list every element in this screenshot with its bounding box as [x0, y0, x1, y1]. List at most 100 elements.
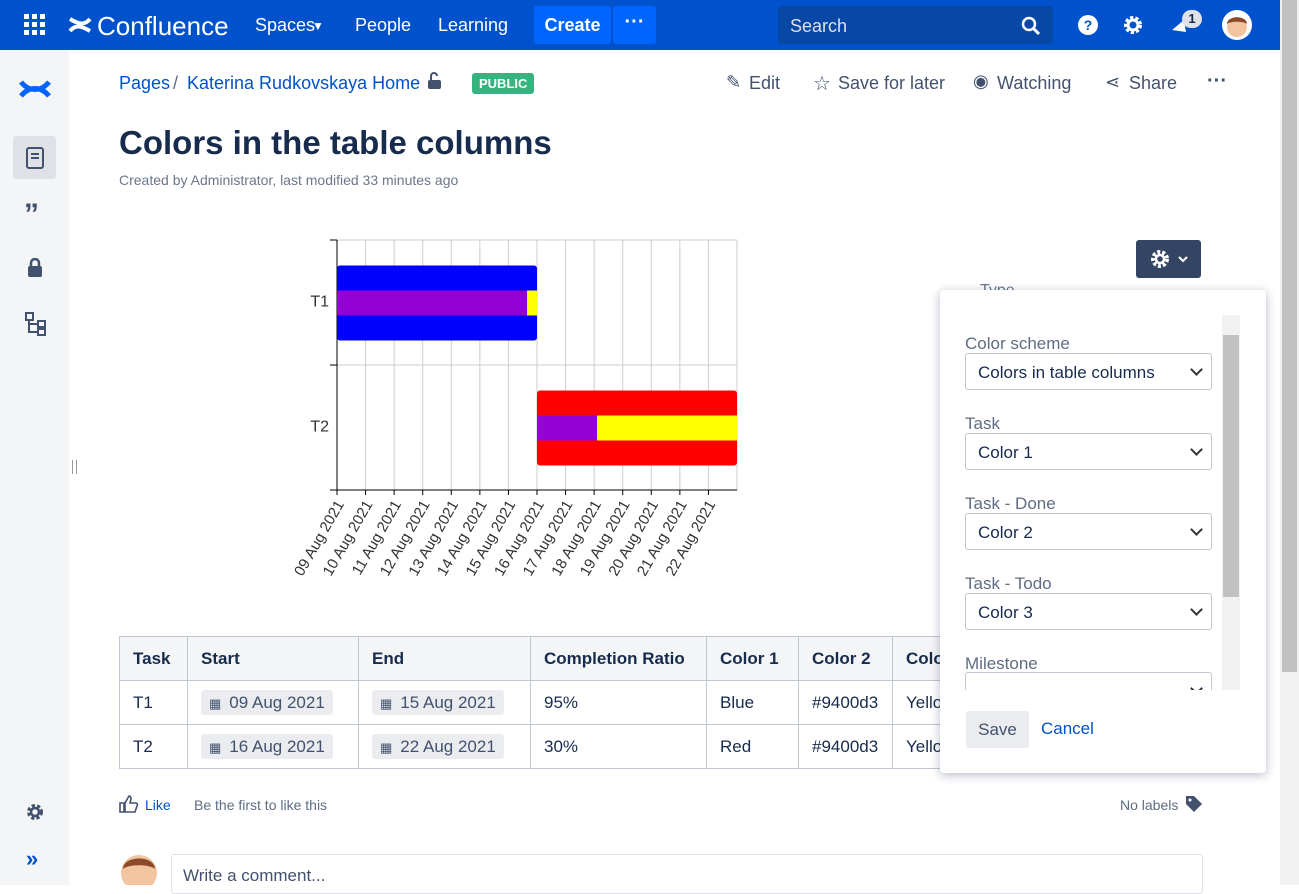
space-settings-icon[interactable]	[25, 802, 45, 822]
todo-bar	[597, 415, 737, 441]
header-row: Task Start End Completion Ratio Color 1 Color…	[119, 636, 1020, 681]
field-select[interactable]: Color 3	[965, 593, 1212, 630]
space-logo[interactable]	[18, 72, 52, 106]
edit-action[interactable]: Edit	[749, 73, 781, 93]
date-lozenge: ▦ 16 Aug 2021	[201, 733, 333, 759]
column-header: Completion Ratio	[530, 636, 707, 681]
avatar[interactable]	[1222, 10, 1252, 40]
table-cell: 95%	[530, 680, 707, 725]
date-text: 22 Aug 2021	[400, 736, 496, 756]
pages-tab[interactable]	[13, 136, 56, 179]
field-label: Task - Done	[965, 494, 1056, 513]
table-cell: Blue	[706, 680, 799, 725]
logo	[68, 17, 92, 33]
expand-sidebar[interactable]: »	[26, 846, 39, 871]
notification-count: 1	[1182, 10, 1202, 28]
settings-toggle[interactable]	[1136, 240, 1201, 278]
table-cell: 30%	[530, 724, 707, 769]
field-value: Color 3	[978, 603, 1033, 622]
status-lozenge: PUBLIC	[472, 73, 535, 94]
comment-avatar	[121, 855, 157, 885]
breadcrumb[interactable]: Pages	[119, 73, 171, 93]
date-cell: ▦ 16 Aug 2021	[187, 724, 359, 769]
page-title: Colors in the table columns	[119, 124, 552, 161]
scrollbar	[1280, 0, 1299, 885]
calendar-icon: ▦	[209, 739, 222, 755]
search-placeholder: Search	[790, 16, 848, 36]
eye-icon: ◉	[973, 71, 989, 91]
field-select[interactable]: Color 2	[965, 513, 1212, 550]
byline: Created by Administrator, last modified …	[119, 172, 459, 188]
table-row: T2 ▦ 16 Aug 2021 ▦ 22 Aug 2021 30% Red #9400d3 Y…	[119, 724, 1020, 769]
column-header: End	[358, 636, 531, 681]
panel-scrollbar	[1222, 315, 1240, 690]
nav-item[interactable]: Spaces	[255, 15, 316, 35]
field-select[interactable]	[965, 672, 1212, 690]
settings-icon[interactable]	[1122, 14, 1144, 36]
more-actions[interactable]: ···	[1207, 70, 1227, 92]
done-bar	[537, 415, 597, 441]
like-note: Be the first to like this	[194, 797, 328, 813]
field-label: Color scheme	[965, 334, 1070, 353]
breadcrumb[interactable]: Katerina Rudkovskaya Home	[187, 73, 421, 93]
star-icon: ☆	[813, 73, 831, 95]
more-button[interactable]: ···	[613, 6, 656, 44]
comment-box[interactable]: Write a comment...	[171, 854, 1203, 894]
column-header: Start	[187, 636, 359, 681]
nav-item[interactable]: Learning	[438, 15, 509, 35]
todo-bar	[527, 290, 537, 316]
labels-note: No labels	[1120, 797, 1179, 813]
date-text: 15 Aug 2021	[400, 692, 496, 712]
like-icon[interactable]	[119, 795, 139, 813]
brand[interactable]: Confluence	[97, 11, 229, 41]
field-label: Task	[965, 414, 1000, 433]
field-value: Colors in table columns	[978, 363, 1155, 382]
date-lozenge: ▦ 22 Aug 2021	[372, 733, 504, 759]
blog-icon[interactable]: ”	[24, 198, 39, 231]
column-header: Task	[119, 636, 188, 681]
app-switcher[interactable]	[24, 14, 46, 36]
field-select[interactable]: Colors in table columns	[965, 353, 1212, 390]
scroll-thumb[interactable]	[1282, 0, 1297, 672]
table-cell: #9400d3	[798, 680, 893, 725]
column-header: Color 2	[798, 636, 893, 681]
table-cell: T2	[119, 724, 188, 769]
nav-item[interactable]: People	[355, 15, 412, 35]
chevron: ▼	[312, 19, 324, 33]
date-lozenge: ▦ 09 Aug 2021	[201, 689, 333, 715]
done-bar	[337, 290, 527, 316]
unlock-icon[interactable]	[427, 72, 443, 90]
tree-icon[interactable]	[25, 312, 47, 336]
field-value: Color 2	[978, 523, 1033, 542]
restrictions-icon[interactable]	[27, 258, 43, 278]
resize-handle[interactable]	[72, 460, 77, 474]
help-icon[interactable]: ?	[1078, 15, 1098, 35]
save-action[interactable]: Save for later	[838, 73, 946, 93]
field-select[interactable]: Color 1	[965, 433, 1212, 470]
panel-scroll-thumb[interactable]	[1223, 335, 1239, 597]
watch-action[interactable]: Watching	[997, 73, 1072, 93]
like-link[interactable]: Like	[145, 797, 171, 813]
settings-panel: Milestone Color scheme Colors in table co…	[940, 290, 1266, 773]
label-icon[interactable]	[1185, 795, 1203, 813]
share-action[interactable]: Share	[1129, 73, 1178, 93]
date-cell: ▦ 09 Aug 2021	[187, 680, 359, 725]
comment-placeholder: Write a comment...	[183, 866, 326, 885]
data-table: Task Start End Completion Ratio Color 1 Color…	[119, 636, 1020, 769]
date-text: 09 Aug 2021	[229, 692, 325, 712]
y-tick-label: T1	[310, 294, 329, 311]
calendar-icon: ▦	[380, 695, 393, 711]
cancel-button[interactable]: Cancel	[1041, 719, 1094, 738]
create-button[interactable]: Create	[534, 6, 611, 44]
table-body: T1 ▦ 09 Aug 2021 ▦ 15 Aug 2021 95% Blue #9400d3…	[119, 680, 1020, 769]
date-cell: ▦ 22 Aug 2021	[358, 724, 531, 769]
search-box[interactable]: Search	[778, 6, 1053, 44]
field-label: Task - Todo	[965, 574, 1052, 593]
calendar-icon: ▦	[209, 695, 222, 711]
table-cell: T1	[119, 680, 188, 725]
share-icon: ⋖	[1105, 72, 1121, 92]
save-button[interactable]: Save	[966, 711, 1029, 748]
date-text: 16 Aug 2021	[229, 736, 325, 756]
